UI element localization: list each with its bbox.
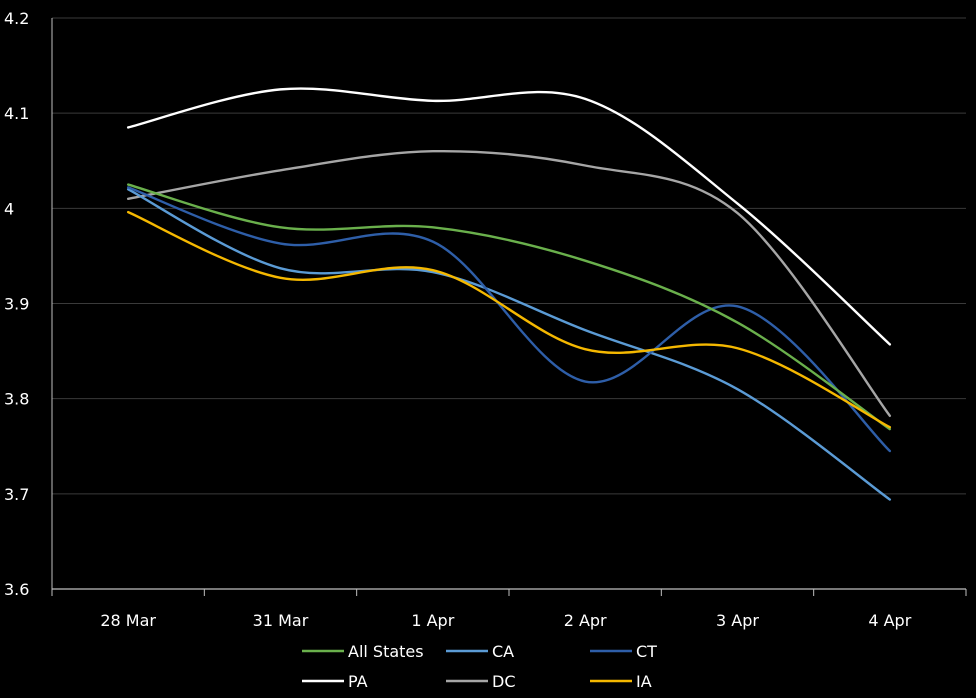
gridlines [52, 17, 966, 495]
series-lines [126, 87, 892, 501]
legend-label: All States [348, 642, 424, 661]
legend-item: CA [446, 642, 514, 661]
y-tick-label: 3.8 [4, 390, 29, 409]
x-tick-label: 31 Mar [253, 611, 309, 630]
legend-label: CT [636, 642, 657, 661]
legend-item: PA [302, 672, 368, 691]
series-line-ia [126, 210, 892, 429]
series-line-dc [126, 149, 892, 417]
legend-item: All States [302, 642, 424, 661]
series-line-all-states [126, 183, 892, 431]
legend-label: IA [636, 672, 652, 691]
y-tick-label: 3.6 [4, 580, 29, 599]
legend-label: CA [492, 642, 514, 661]
legend-item: DC [446, 672, 516, 691]
series-line-ca [126, 188, 892, 501]
legend-label: DC [492, 672, 516, 691]
x-tick-label: 1 Apr [411, 611, 454, 630]
y-tick-label: 4.2 [4, 9, 29, 28]
legend-label: PA [348, 672, 368, 691]
legend: All States CA CT PA DC IA [302, 642, 657, 691]
y-tick-label: 4 [4, 199, 14, 218]
series-line-pa [126, 87, 892, 346]
legend-item: IA [590, 672, 652, 691]
axes: 3.6 3.7 3.8 3.9 4 4.1 4.2 28 Mar 31 Mar 1 Apr 2 Ap… [4, 9, 967, 630]
x-tick-label: 3 Apr [716, 611, 759, 630]
y-tick-label: 3.7 [4, 485, 29, 504]
series-line-ct [126, 186, 892, 453]
x-tick-label: 4 Apr [868, 611, 911, 630]
x-tick-label: 28 Mar [100, 611, 156, 630]
y-tick-label: 3.9 [4, 295, 29, 314]
x-tick-label: 2 Apr [564, 611, 607, 630]
legend-item: CT [590, 642, 657, 661]
y-tick-label: 4.1 [4, 104, 29, 123]
